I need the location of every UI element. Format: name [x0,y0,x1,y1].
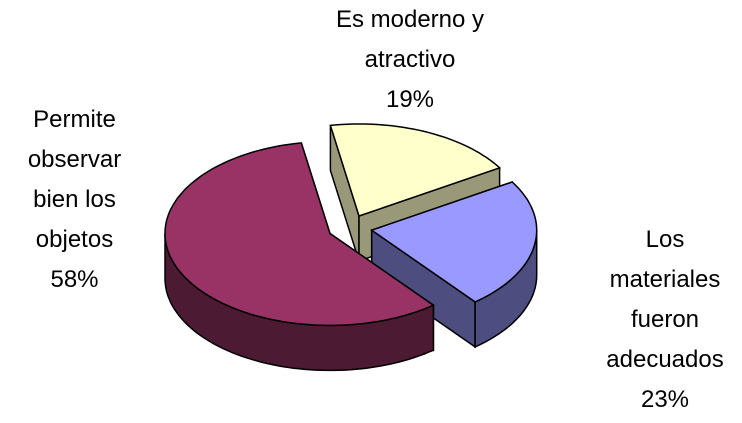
slice [370,180,538,349]
percent-label: 19% [385,86,435,113]
slice-top [370,181,538,303]
slice-label: Permite observar bien los objetos 58% [12,100,137,300]
category-label: Los materiales fueron adecuados [606,226,724,373]
percent-label: 58% [50,266,99,293]
percent-label: 23% [640,386,690,413]
category-label: Es moderno y atractivo [335,6,485,73]
category-label: Permite observar bien los objetos [27,106,122,253]
slice [164,142,435,372]
slice-label: Es moderno y atractivo 19% [335,0,485,120]
slice-top [164,142,435,327]
slice-top [329,123,502,217]
slice-label: Los materiales fueron adecuados 23% [600,220,730,420]
